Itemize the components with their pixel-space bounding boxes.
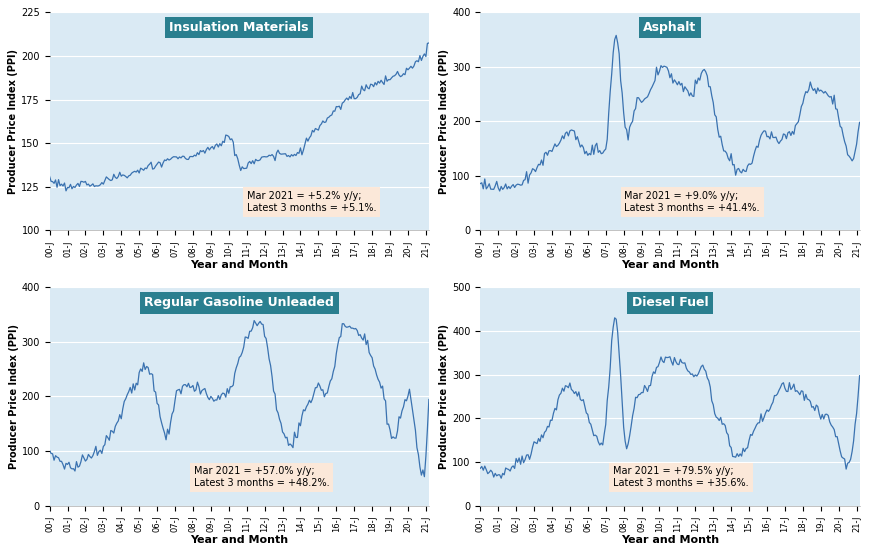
Y-axis label: Producer Price Index (PPI): Producer Price Index (PPI) — [9, 49, 18, 194]
Text: Asphalt: Asphalt — [642, 21, 696, 34]
Text: Mar 2021 = +57.0% y/y;
Latest 3 months = +48.2%.: Mar 2021 = +57.0% y/y; Latest 3 months =… — [194, 467, 329, 488]
Y-axis label: Producer Price Index (PPI): Producer Price Index (PPI) — [439, 324, 448, 469]
X-axis label: Year and Month: Year and Month — [620, 535, 718, 545]
X-axis label: Year and Month: Year and Month — [620, 259, 718, 269]
Text: Regular Gasoline Unleaded: Regular Gasoline Unleaded — [144, 296, 334, 309]
X-axis label: Year and Month: Year and Month — [190, 259, 288, 269]
Text: Mar 2021 = +9.0% y/y;
Latest 3 months = +41.4%.: Mar 2021 = +9.0% y/y; Latest 3 months = … — [624, 191, 759, 213]
Text: Mar 2021 = +79.5% y/y;
Latest 3 months = +35.6%.: Mar 2021 = +79.5% y/y; Latest 3 months =… — [613, 467, 748, 488]
Text: Insulation Materials: Insulation Materials — [169, 21, 308, 34]
Y-axis label: Producer Price Index (PPI): Producer Price Index (PPI) — [439, 49, 448, 194]
Text: Mar 2021 = +5.2% y/y;
Latest 3 months = +5.1%.: Mar 2021 = +5.2% y/y; Latest 3 months = … — [247, 191, 376, 213]
Y-axis label: Producer Price Index (PPI): Producer Price Index (PPI) — [9, 324, 18, 469]
X-axis label: Year and Month: Year and Month — [190, 535, 288, 545]
Text: Diesel Fuel: Diesel Fuel — [631, 296, 707, 309]
